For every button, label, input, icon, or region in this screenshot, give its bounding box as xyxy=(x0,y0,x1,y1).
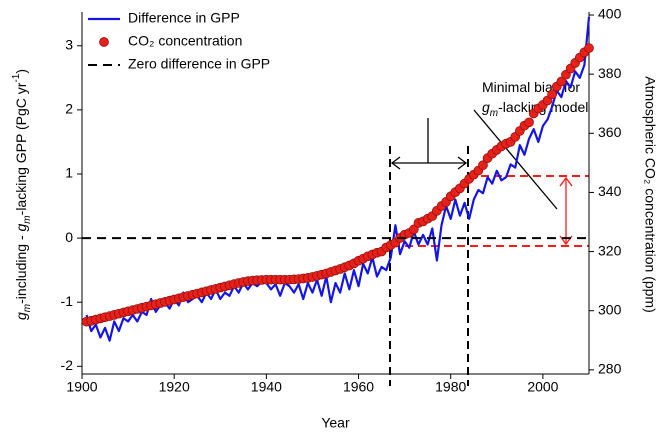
co2-point xyxy=(524,117,534,128)
x-axis-label: Year xyxy=(321,415,350,431)
text-part: g xyxy=(482,99,490,115)
y2-tick-label: 400 xyxy=(598,6,622,22)
y-tick-label: 3 xyxy=(65,36,73,52)
y-tick-label: -2 xyxy=(61,357,74,373)
text-part: ) xyxy=(13,69,29,74)
co2-point xyxy=(547,89,557,100)
co2-point xyxy=(556,76,567,87)
x-tick-label: 1900 xyxy=(66,379,97,395)
co2-point xyxy=(478,160,488,171)
y2-tick-label: 380 xyxy=(598,65,622,81)
text-part: -including - xyxy=(13,231,29,303)
x-tick-label: 1940 xyxy=(251,379,282,395)
y2-tick-label: 340 xyxy=(598,183,622,199)
y-tick-label: 2 xyxy=(65,101,73,117)
legend-swatch xyxy=(99,37,109,47)
x-tick-label: 1920 xyxy=(159,379,190,395)
co2-point xyxy=(409,224,419,235)
arrow-head xyxy=(390,156,468,170)
y-axis-label: gm-including - gm-lacking GPP (PgC yr-1) xyxy=(11,69,33,320)
co2-point xyxy=(584,43,594,53)
y2-axis-label: Atmospheric CO₂ concentration (ppm) xyxy=(642,76,658,313)
legend-label: Difference in GPP xyxy=(128,10,240,26)
y2-tick-label: 320 xyxy=(598,242,622,258)
text-part: m xyxy=(22,215,33,223)
y2-tick-label: 280 xyxy=(598,361,622,377)
y-tick-label: 0 xyxy=(65,229,73,245)
text-part: -lacking GPP (PgC yr xyxy=(13,82,29,215)
leader-line xyxy=(473,109,558,210)
y-tick-label: -1 xyxy=(61,293,74,309)
text-part: m xyxy=(490,108,498,119)
x-tick-label: 1980 xyxy=(435,379,466,395)
legend-label: CO₂ concentration xyxy=(128,33,242,49)
x-tick-label: 1960 xyxy=(343,379,374,395)
x-tick-label: 2000 xyxy=(527,379,558,395)
text-part: g xyxy=(13,223,29,231)
gpp-line xyxy=(85,16,591,342)
y-tick-label: 1 xyxy=(65,165,73,181)
text-part: g xyxy=(13,312,29,320)
y2-tick-label: 360 xyxy=(598,124,622,140)
text-part: -1 xyxy=(11,73,22,82)
y2-tick-label: 300 xyxy=(598,301,622,317)
text-part: m xyxy=(22,304,33,312)
legend-label: Zero difference in GPP xyxy=(128,56,270,72)
